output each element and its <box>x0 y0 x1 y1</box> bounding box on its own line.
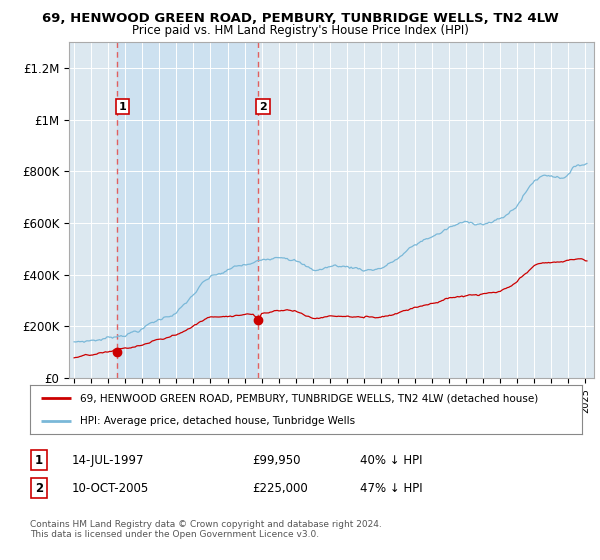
Text: 40% ↓ HPI: 40% ↓ HPI <box>360 454 422 467</box>
Text: 2: 2 <box>35 482 43 495</box>
Text: 1: 1 <box>35 454 43 467</box>
Text: £225,000: £225,000 <box>252 482 308 495</box>
Text: £99,950: £99,950 <box>252 454 301 467</box>
Bar <box>118 42 258 378</box>
Text: 10-OCT-2005: 10-OCT-2005 <box>72 482 149 495</box>
Text: 2: 2 <box>259 101 267 111</box>
Text: Price paid vs. HM Land Registry's House Price Index (HPI): Price paid vs. HM Land Registry's House … <box>131 24 469 36</box>
Text: 1: 1 <box>119 101 127 111</box>
Text: 14-JUL-1997: 14-JUL-1997 <box>72 454 145 467</box>
Text: 69, HENWOOD GREEN ROAD, PEMBURY, TUNBRIDGE WELLS, TN2 4LW (detached house): 69, HENWOOD GREEN ROAD, PEMBURY, TUNBRID… <box>80 393 538 403</box>
Text: 69, HENWOOD GREEN ROAD, PEMBURY, TUNBRIDGE WELLS, TN2 4LW: 69, HENWOOD GREEN ROAD, PEMBURY, TUNBRID… <box>41 12 559 25</box>
Text: HPI: Average price, detached house, Tunbridge Wells: HPI: Average price, detached house, Tunb… <box>80 416 355 426</box>
Text: 47% ↓ HPI: 47% ↓ HPI <box>360 482 422 495</box>
Text: Contains HM Land Registry data © Crown copyright and database right 2024.
This d: Contains HM Land Registry data © Crown c… <box>30 520 382 539</box>
